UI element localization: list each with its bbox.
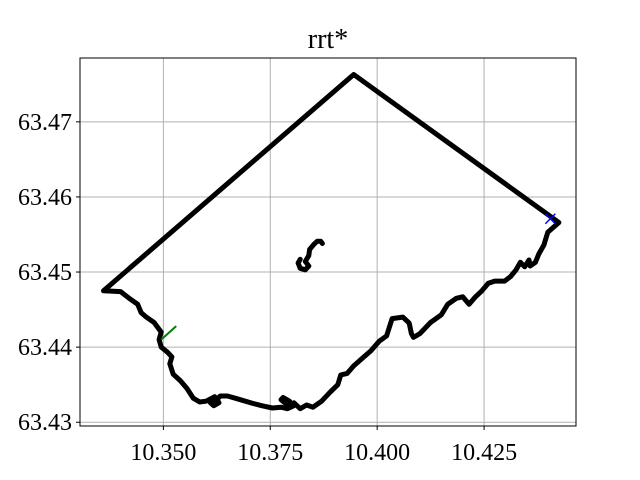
path-segment-line xyxy=(160,325,177,341)
start-marker-x-icon xyxy=(544,213,556,225)
y-tick-label: 63.43 xyxy=(18,410,72,436)
y-tick-label: 63.47 xyxy=(18,110,72,136)
y-tick-label: 63.45 xyxy=(18,260,72,286)
y-tick-label: 63.44 xyxy=(18,335,72,361)
x-tick-label: 10.350 xyxy=(130,440,196,466)
island-line xyxy=(295,238,325,273)
chart-title: rrt* xyxy=(308,24,348,55)
axes-frame xyxy=(79,57,577,427)
boundary-line xyxy=(101,72,562,412)
x-axis: 10.350 10.375 10.400 10.425 xyxy=(130,426,517,466)
x-tick-label: 10.375 xyxy=(237,440,303,466)
grid-lines xyxy=(80,58,576,426)
y-tick-label: 63.46 xyxy=(18,185,72,211)
y-axis: 63.43 63.44 63.45 63.46 63.47 xyxy=(18,110,80,436)
x-tick-label: 10.425 xyxy=(451,440,517,466)
x-tick-label: 10.400 xyxy=(344,440,410,466)
plot-area xyxy=(101,72,562,412)
